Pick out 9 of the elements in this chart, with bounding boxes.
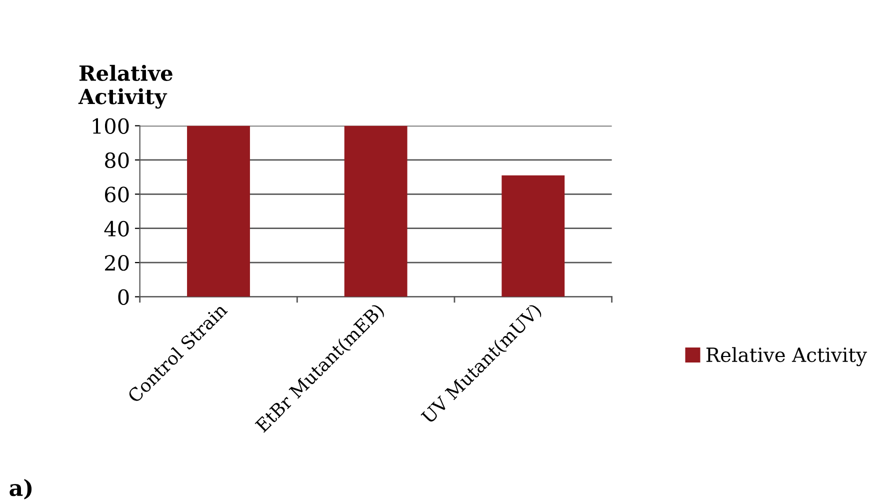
y-axis-title: Relative Activity [78,64,172,109]
y-tick-label: 100 [92,118,129,134]
y-tick-label: 60 [105,186,129,202]
y-tick-label: 40 [104,220,129,237]
text: a) [10,478,32,500]
y-tick-label: 80 [105,152,129,168]
y-tick-label: 20 [105,255,129,271]
legend-label: Relative Activity [706,347,867,366]
y-tick-label: 0 [118,289,129,305]
